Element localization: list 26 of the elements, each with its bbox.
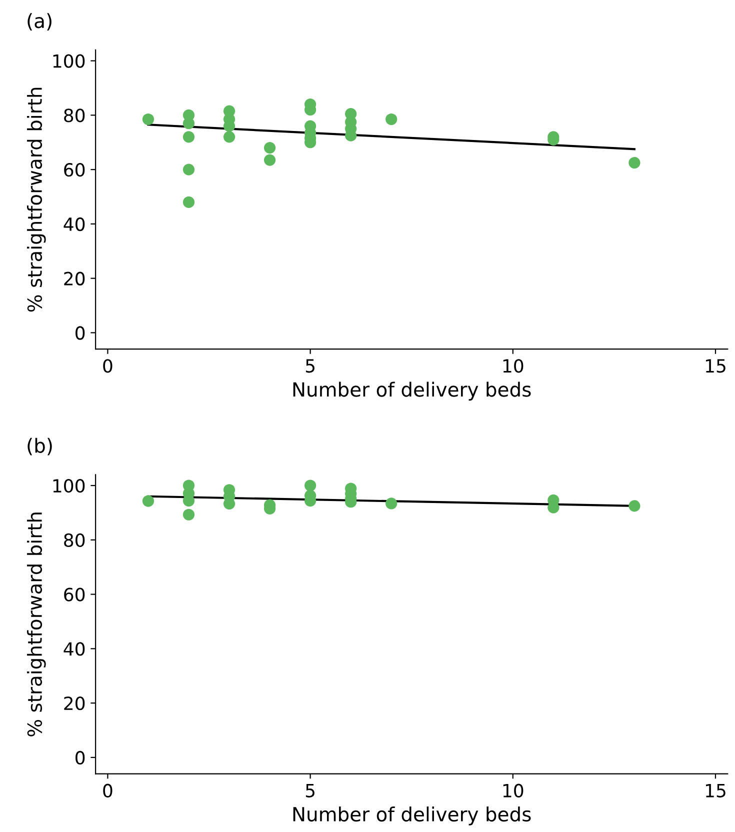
y-tick-label: 20 [64, 272, 85, 286]
y-tick-label: 60 [64, 588, 85, 602]
y-tick-label: 0 [76, 326, 85, 340]
x-axis-title: Number of delivery beds [293, 806, 531, 826]
y-tick-label: 20 [64, 696, 85, 710]
y-tick-label: 100 [53, 478, 85, 493]
y-tick-label: 80 [64, 533, 85, 548]
x-tick-label: 10 [503, 784, 524, 798]
chart-title: (b) [28, 438, 52, 456]
y-tick-label: 40 [64, 642, 85, 656]
y-tick-label: 60 [64, 163, 85, 177]
y-axis-title: % straightforward birth [26, 512, 46, 736]
x-axis-title: Number of delivery beds [293, 382, 531, 401]
x-tick-label: 10 [503, 359, 524, 373]
x-tick-label: 15 [706, 359, 726, 373]
chart-title: (a) [28, 13, 52, 30]
y-tick-label: 80 [64, 108, 85, 122]
x-tick-label: 15 [706, 784, 726, 798]
x-tick-label: 5 [306, 359, 314, 373]
y-tick-label: 0 [76, 750, 85, 765]
y-tick-label: 40 [64, 217, 85, 232]
x-tick-label: 0 [103, 359, 112, 373]
x-tick-label: 5 [306, 784, 314, 798]
y-axis-title: % straightforward birth [26, 88, 46, 312]
y-tick-label: 100 [53, 54, 85, 68]
x-tick-label: 0 [103, 784, 112, 798]
